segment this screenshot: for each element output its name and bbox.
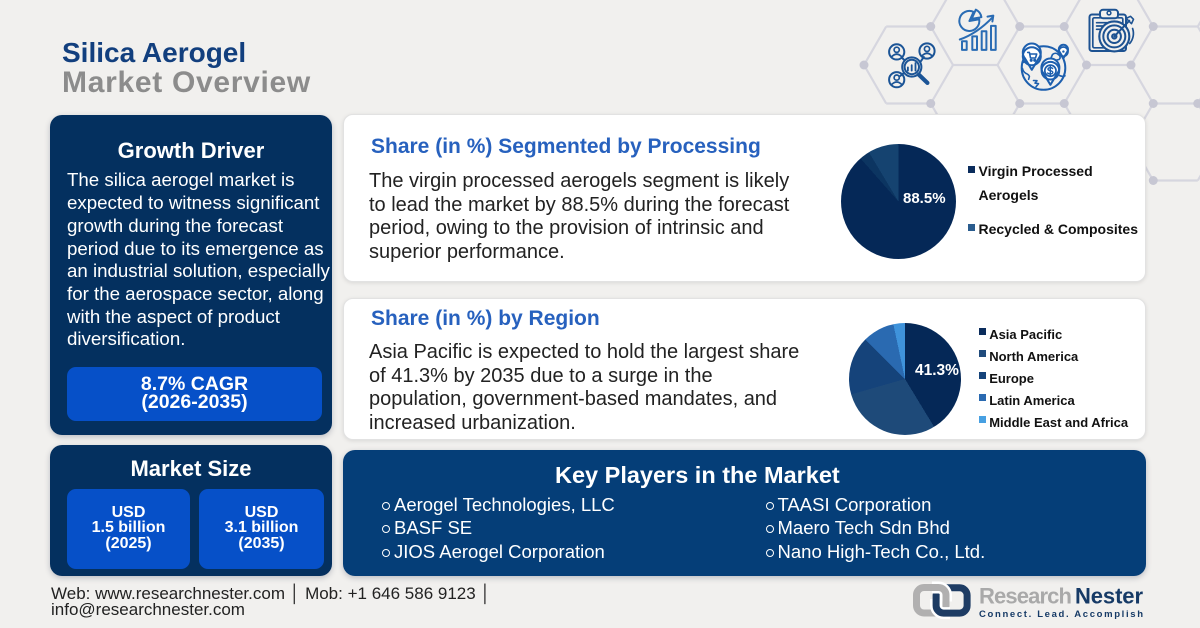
svg-text:Connect. Lead. Accomplish: Connect. Lead. Accomplish <box>979 609 1143 620</box>
svg-text:Nester: Nester <box>1075 584 1143 609</box>
svg-text:Research: Research <box>979 584 1072 609</box>
